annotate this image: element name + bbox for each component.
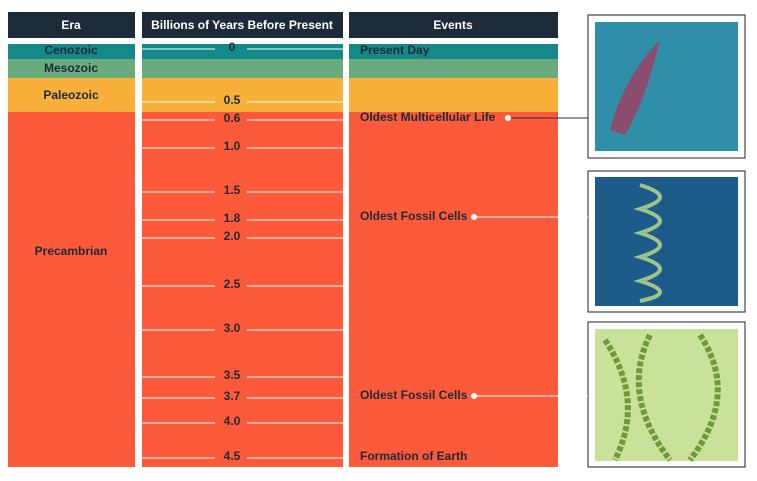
- era-label: Cenozoic: [44, 43, 98, 57]
- header-events: Events: [433, 18, 473, 32]
- time-label: 0.6: [224, 111, 241, 125]
- header-bar: [8, 12, 135, 38]
- time-label: 4.0: [224, 414, 241, 428]
- era-label: Precambrian: [35, 244, 108, 258]
- connector-dot: [471, 214, 477, 220]
- time-label: 2.0: [224, 229, 241, 243]
- time-label: 1.8: [224, 211, 241, 225]
- event-label: Oldest Fossil Cells: [360, 388, 468, 402]
- time-label: 1.5: [224, 183, 241, 197]
- era-label: Mesozoic: [44, 61, 98, 75]
- time-label: 0.5: [224, 93, 241, 107]
- connector-dot: [471, 393, 477, 399]
- band-mesozoic: [8, 59, 558, 78]
- event-label: Oldest Multicellular Life: [360, 110, 496, 124]
- event-label: Present Day: [360, 43, 430, 57]
- header-time: Billions of Years Before Present: [151, 18, 333, 32]
- era-bands: [8, 40, 558, 470]
- time-label: 0: [229, 40, 236, 54]
- column-gap: [343, 40, 349, 470]
- band-precambrian: [8, 112, 558, 467]
- image-panels: [587, 14, 746, 468]
- time-label: 1.0: [224, 139, 241, 153]
- time-label: 3.7: [224, 389, 241, 403]
- event-label: Formation of Earth: [360, 449, 467, 463]
- image-spirochete: [595, 177, 738, 306]
- header-era: Era: [61, 18, 81, 32]
- column-gap: [135, 40, 142, 470]
- event-label: Oldest Fossil Cells: [360, 209, 468, 223]
- band-cenozoic: [8, 44, 558, 59]
- time-label: 2.5: [224, 277, 241, 291]
- connector-dot: [505, 115, 511, 121]
- time-label: 3.5: [224, 368, 241, 382]
- time-label: 4.5: [224, 449, 241, 463]
- image-detail: [610, 40, 660, 135]
- header-bar: [142, 12, 343, 38]
- era-label: Paleozoic: [43, 88, 99, 102]
- image-detail: [602, 333, 721, 462]
- header-bar: [349, 12, 558, 38]
- time-label: 3.0: [224, 321, 241, 335]
- image-detail: [633, 183, 662, 303]
- band-paleozoic: [8, 78, 558, 112]
- image-cyanobacteria: [595, 329, 738, 461]
